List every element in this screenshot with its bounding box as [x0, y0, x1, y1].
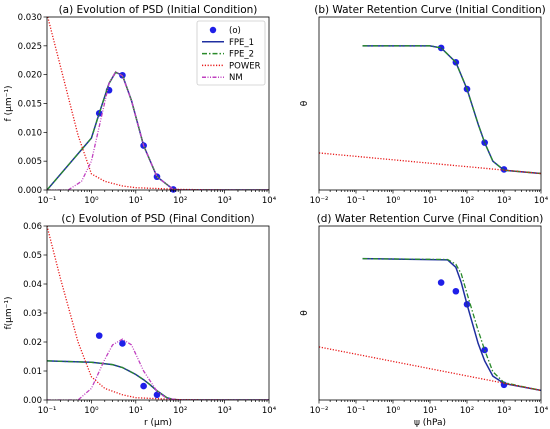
x-axis-label: ψ (hPa) — [414, 418, 446, 428]
x-tick-label: 10⁻¹ — [38, 196, 57, 206]
y-axis-label: θ — [300, 310, 310, 316]
y-axis-label: f(μm⁻¹) — [4, 296, 14, 329]
x-tick-label: 10² — [173, 196, 187, 206]
y-tick-label: 0.010 — [18, 128, 42, 138]
series-line-2 — [362, 257, 541, 392]
series-line-3 — [47, 226, 269, 400]
y-tick-label: 0.05 — [23, 251, 42, 261]
series-line-2 — [362, 45, 541, 175]
y-tick-label: 0.000 — [18, 186, 42, 196]
series-line-4 — [47, 70, 269, 190]
y-tick-label: 0.020 — [18, 71, 42, 81]
series-line-3 — [319, 346, 541, 392]
x-tick-label: 10⁻¹ — [38, 406, 57, 416]
x-tick-label: 10³ — [497, 406, 511, 416]
plot-frame — [46, 225, 270, 401]
x-tick-label: 10³ — [217, 406, 231, 416]
y-tick-label: 0.02 — [23, 338, 42, 348]
x-tick-label: 10⁰ — [386, 196, 401, 206]
panel-title: (d) Water Retention Curve (Final Conditi… — [317, 213, 544, 225]
x-axis-label: r (μm) — [144, 418, 172, 428]
data-point — [153, 391, 161, 399]
x-tick-label: 10⁴ — [534, 406, 549, 416]
panel-3: (d) Water Retention Curve (Final Conditi… — [300, 213, 549, 428]
x-tick-label: 10⁰ — [84, 406, 99, 416]
x-tick-label: 10⁴ — [262, 196, 277, 206]
y-tick-label: 0.005 — [18, 157, 42, 167]
y-tick-label: 0.015 — [18, 100, 42, 110]
x-tick-label: 10² — [460, 196, 474, 206]
series-line-3 — [319, 152, 541, 175]
x-tick-label: 10⁴ — [262, 406, 277, 416]
legend-label: NM — [229, 73, 243, 83]
legend-label: FPE_1 — [229, 38, 254, 48]
panel-0: (a) Evolution of PSD (Initial Condition)… — [4, 4, 277, 206]
series-line-4 — [47, 338, 269, 400]
y-tick-label: 0.04 — [23, 280, 42, 290]
y-tick-label: 0.00 — [23, 396, 42, 406]
data-point — [481, 346, 488, 354]
x-tick-label: 10¹ — [129, 196, 143, 206]
y-axis-label: θ — [300, 100, 310, 106]
legend-box — [196, 20, 266, 86]
plot-frame — [318, 225, 542, 401]
x-tick-label: 10² — [460, 406, 474, 416]
plot-frame — [318, 16, 542, 191]
legend-label: POWER — [229, 61, 261, 71]
panel-title: (b) Water Retention Curve (Initial Condi… — [314, 4, 546, 16]
data-point — [95, 332, 103, 339]
legend-label: (o) — [229, 26, 241, 36]
panel-1: (b) Water Retention Curve (Initial Condi… — [300, 4, 549, 206]
y-tick-label: 0.06 — [23, 222, 42, 232]
legend-marker — [209, 26, 217, 34]
x-tick-label: 10⁻¹ — [347, 196, 366, 206]
y-tick-label: 0.03 — [23, 309, 42, 319]
data-point — [119, 340, 126, 347]
x-tick-label: 10⁻² — [310, 406, 329, 416]
x-tick-label: 10² — [173, 406, 187, 416]
series-line-2 — [47, 71, 269, 190]
legend-label: FPE_2 — [229, 50, 254, 60]
x-tick-label: 10¹ — [423, 196, 437, 206]
data-point — [437, 279, 445, 286]
y-tick-label: 0.030 — [18, 13, 42, 23]
data-point — [452, 287, 460, 295]
panel-title: (c) Evolution of PSD (Final Condition) — [61, 213, 254, 225]
series-line-1 — [362, 257, 541, 392]
y-axis-label: f (μm⁻¹) — [4, 86, 14, 122]
x-tick-label: 10³ — [497, 196, 511, 206]
series-line-1 — [362, 45, 541, 175]
x-tick-label: 10¹ — [423, 406, 437, 416]
x-tick-label: 10³ — [217, 196, 231, 206]
x-tick-label: 10⁰ — [84, 196, 99, 206]
panel-title: (a) Evolution of PSD (Initial Condition) — [59, 4, 258, 16]
y-tick-label: 0.01 — [23, 367, 42, 377]
x-tick-label: 10⁻¹ — [347, 406, 366, 416]
series-line-1 — [47, 71, 269, 190]
panel-2: (c) Evolution of PSD (Final Condition) 10… — [4, 213, 277, 428]
x-tick-label: 10⁴ — [534, 196, 549, 206]
x-tick-label: 10⁰ — [386, 406, 401, 416]
x-tick-label: 10⁻² — [310, 196, 329, 206]
y-tick-label: 0.025 — [18, 42, 42, 52]
x-tick-label: 10¹ — [129, 406, 143, 416]
data-point — [140, 382, 147, 390]
